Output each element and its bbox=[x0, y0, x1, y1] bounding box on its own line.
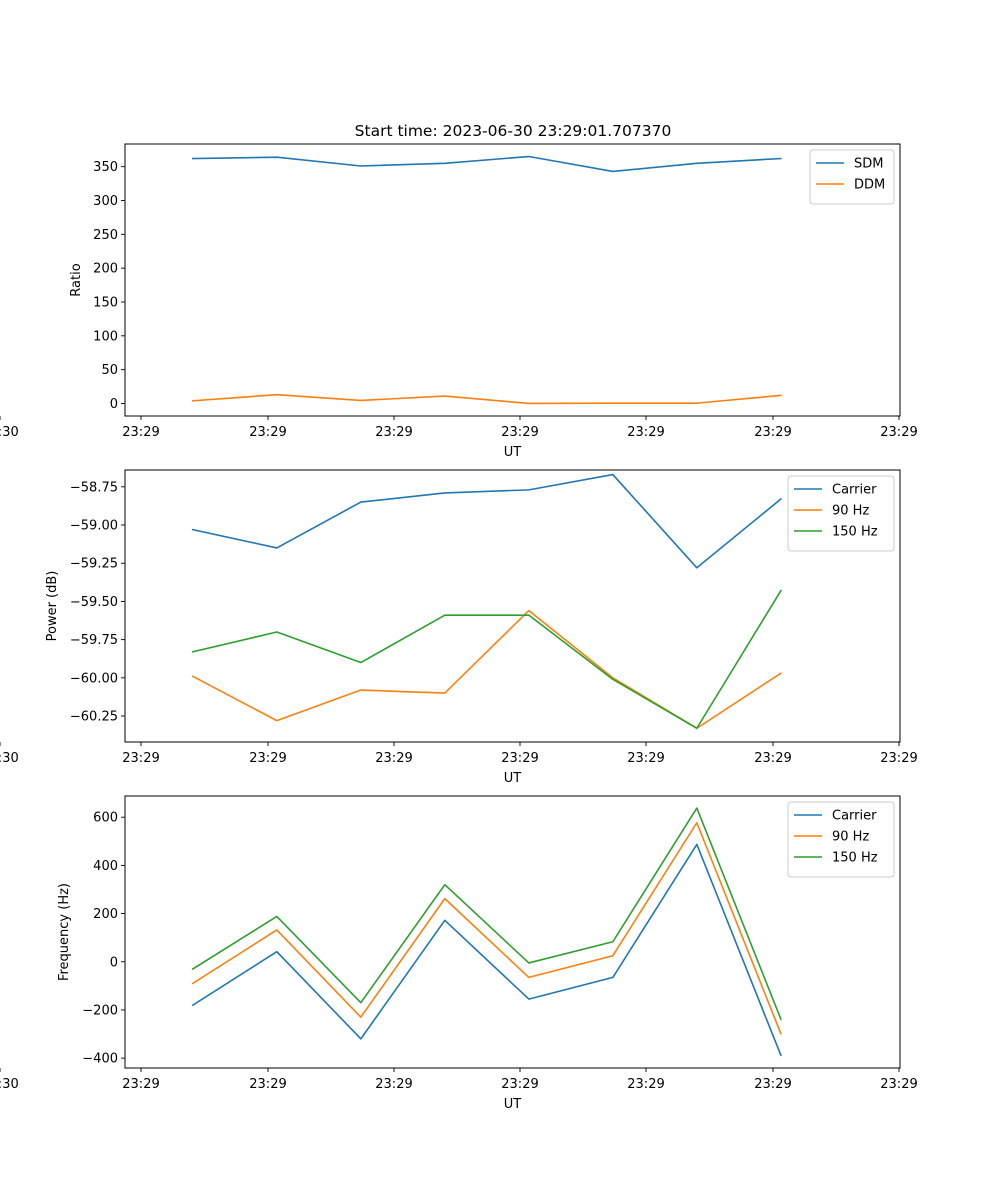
y-axis-label: Ratio bbox=[69, 263, 84, 296]
y-tick-label: −59.25 bbox=[70, 557, 118, 572]
legend-label: DDM bbox=[854, 178, 885, 193]
x-tick-label: 23:30 bbox=[0, 425, 19, 440]
series-line-2 bbox=[191, 821, 782, 1035]
y-axis-label: Power (dB) bbox=[45, 571, 60, 642]
series-line-1 bbox=[191, 473, 782, 569]
y-tick-label: −200 bbox=[82, 1003, 118, 1018]
panel-1: 0 50 100 150 200 250 300 350 23:29 23:29 23:29 23:2… bbox=[0, 143, 918, 460]
legend: Carrier 90 Hz 150 Hz bbox=[787, 801, 895, 878]
x-tick-label: 23:29 bbox=[249, 1077, 286, 1092]
y-tick-label: 0 bbox=[110, 955, 118, 970]
x-tick-label: 23:29 bbox=[375, 425, 412, 440]
x-tick-label: 23:29 bbox=[754, 751, 791, 766]
plot-frame bbox=[124, 143, 901, 417]
plot-frame bbox=[124, 795, 901, 1069]
series-line-1 bbox=[191, 843, 782, 1057]
x-tick-label: 23:29 bbox=[627, 425, 664, 440]
x-tick-label: 23:29 bbox=[501, 425, 538, 440]
y-axis-label: Frequency (Hz) bbox=[57, 883, 72, 981]
x-tick-label: 23:29 bbox=[501, 751, 538, 766]
y-tick-label: 300 bbox=[93, 194, 118, 209]
x-tick-label: 23:29 bbox=[880, 751, 917, 766]
y-tick-label: −59.75 bbox=[70, 633, 118, 648]
series-line-2 bbox=[191, 393, 782, 405]
x-tick-label: 23:29 bbox=[122, 1077, 159, 1092]
y-tick-label: −60.00 bbox=[70, 671, 118, 686]
x-tick-label: 23:29 bbox=[122, 425, 159, 440]
x-axis-label: UT bbox=[504, 445, 522, 460]
x-tick-label: 23:29 bbox=[754, 425, 791, 440]
legend-box bbox=[787, 801, 895, 878]
legend-label: 150 Hz bbox=[832, 525, 878, 540]
y-tick-label: 150 bbox=[93, 295, 118, 310]
y-tick-label: −58.75 bbox=[70, 480, 118, 495]
y-tick-label: 600 bbox=[93, 811, 118, 826]
x-tick-label: 23:30 bbox=[0, 1077, 19, 1092]
x-tick-label: 23:29 bbox=[249, 751, 286, 766]
x-tick-label: 23:29 bbox=[249, 425, 286, 440]
y-tick-label: 0 bbox=[110, 397, 118, 412]
y-tick-label: 50 bbox=[101, 363, 118, 378]
panel-3: −400 −200 0 200 400 600 23:29 23:29 23:29 23:29 23… bbox=[0, 795, 918, 1112]
legend-label: Carrier bbox=[832, 809, 877, 824]
y-tick-label: 250 bbox=[93, 228, 118, 243]
series-line-2 bbox=[191, 609, 782, 730]
plot-frame bbox=[124, 469, 901, 743]
y-tick-label: −60.25 bbox=[70, 710, 118, 725]
x-tick-label: 23:29 bbox=[754, 1077, 791, 1092]
legend-label: 90 Hz bbox=[832, 504, 869, 519]
legend-label: Carrier bbox=[832, 483, 877, 498]
panel-2: −60.25 −60.00 −59.75 −59.50 −59.25 −59.00 −58.… bbox=[0, 469, 918, 786]
y-tick-label: −59.00 bbox=[70, 519, 118, 534]
legend-box bbox=[787, 475, 895, 552]
chart-title: Start time: 2023-06-30 23:29:01.707370 bbox=[355, 122, 672, 140]
x-axis-label: UT bbox=[504, 771, 522, 786]
legend: SDM DDM bbox=[809, 149, 895, 205]
series-line-3 bbox=[191, 589, 782, 730]
x-tick-label: 23:30 bbox=[0, 751, 19, 766]
series-line-3 bbox=[191, 807, 782, 1021]
x-tick-label: 23:29 bbox=[501, 1077, 538, 1092]
x-tick-label: 23:29 bbox=[880, 425, 917, 440]
y-tick-label: 400 bbox=[93, 859, 118, 874]
y-tick-label: 200 bbox=[93, 907, 118, 922]
legend-label: 90 Hz bbox=[832, 830, 869, 845]
legend-label: SDM bbox=[854, 157, 883, 172]
legend: Carrier 90 Hz 150 Hz bbox=[787, 475, 895, 552]
x-tick-label: 23:29 bbox=[627, 751, 664, 766]
x-tick-label: 23:29 bbox=[122, 751, 159, 766]
series-line-1 bbox=[191, 155, 782, 173]
x-axis-label: UT bbox=[504, 1097, 522, 1112]
y-tick-label: −400 bbox=[82, 1052, 118, 1067]
x-tick-label: 23:29 bbox=[375, 751, 412, 766]
y-tick-label: 200 bbox=[93, 262, 118, 277]
y-tick-label: 100 bbox=[93, 329, 118, 344]
legend-label: 150 Hz bbox=[832, 851, 878, 866]
y-tick-label: −59.50 bbox=[70, 595, 118, 610]
x-tick-label: 23:29 bbox=[627, 1077, 664, 1092]
y-tick-label: 350 bbox=[93, 160, 118, 175]
x-tick-label: 23:29 bbox=[880, 1077, 917, 1092]
x-tick-label: 23:29 bbox=[375, 1077, 412, 1092]
